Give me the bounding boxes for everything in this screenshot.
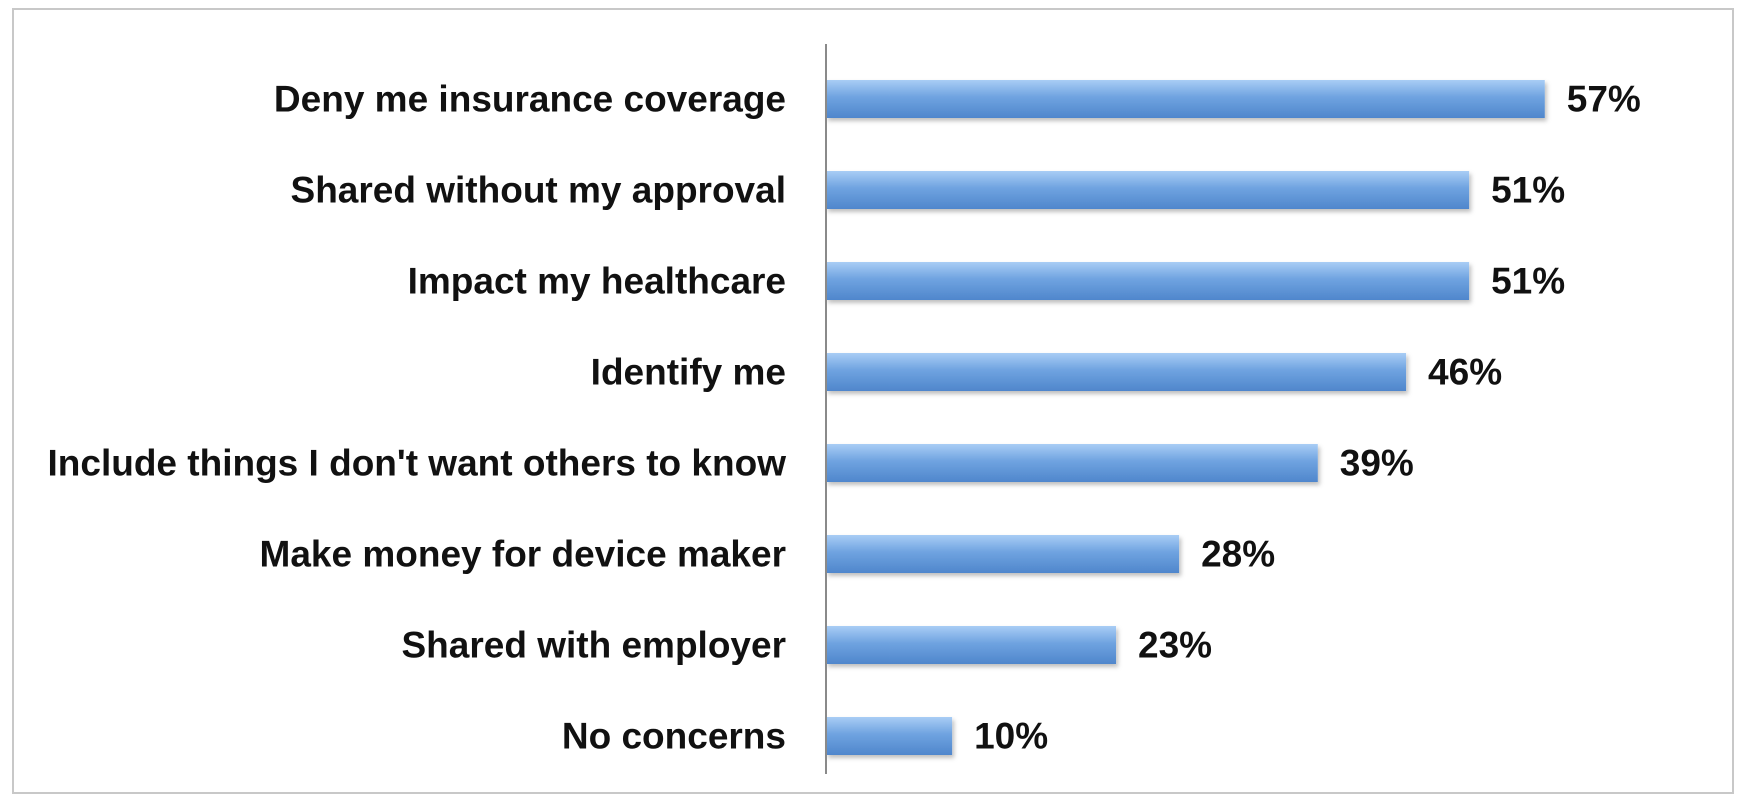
bar-3 <box>826 262 1470 300</box>
bar-4 <box>826 353 1407 391</box>
value-label: 39% <box>1340 443 1414 484</box>
value-label: 51% <box>1491 261 1565 302</box>
bar-2 <box>826 171 1470 209</box>
category-label: Shared without my approval <box>291 170 786 211</box>
category-label: Shared with employer <box>402 625 787 666</box>
bar-8 <box>826 717 953 755</box>
category-label: Make money for device maker <box>260 534 786 575</box>
value-label: 46% <box>1428 352 1502 393</box>
bar-7 <box>826 626 1117 664</box>
category-label: Identify me <box>591 352 786 393</box>
category-label: No concerns <box>562 716 786 757</box>
value-label: 57% <box>1567 79 1641 120</box>
category-labels: Deny me insurance coverage Shared without… <box>47 79 786 757</box>
category-label: Deny me insurance coverage <box>274 79 786 120</box>
value-labels: 57% 51% 51% 46% 39% 28% 23% 10% <box>974 79 1641 757</box>
value-label: 28% <box>1201 534 1275 575</box>
bar-1 <box>826 80 1545 118</box>
value-label: 10% <box>974 716 1048 757</box>
bars-layer <box>826 80 1545 755</box>
bar-6 <box>826 535 1180 573</box>
category-label: Impact my healthcare <box>408 261 786 302</box>
category-label: Include things I don't want others to kn… <box>47 443 786 484</box>
bar-5 <box>826 444 1318 482</box>
value-label: 51% <box>1491 170 1565 211</box>
value-label: 23% <box>1138 625 1212 666</box>
